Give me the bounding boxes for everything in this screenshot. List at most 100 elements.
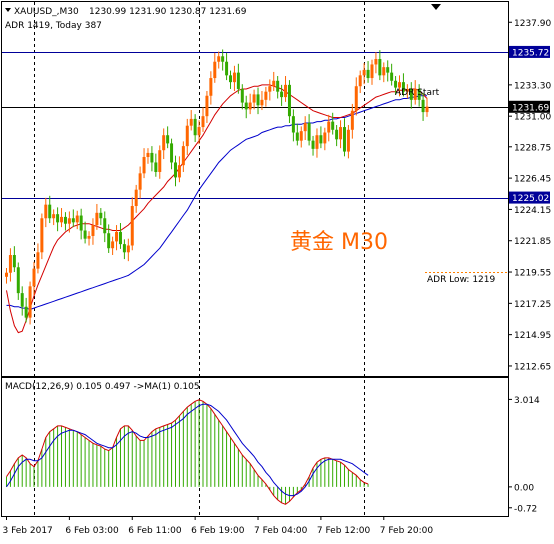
candle-body (394, 80, 398, 88)
candle-body (181, 146, 185, 166)
price-tick-label: 1231.00 (514, 113, 551, 123)
candle-body (67, 218, 71, 224)
time-label: 6 Feb 11:00 (128, 526, 182, 536)
candle-body (83, 230, 87, 239)
price-tag (509, 100, 550, 113)
candle-body (24, 306, 28, 318)
candle-body (48, 204, 52, 219)
candle-body (185, 125, 189, 147)
candle-body (413, 88, 417, 100)
candle-body (193, 118, 197, 136)
candle-body (398, 82, 401, 88)
ohlc-values: 1230.99 1231.90 1230.87 1231.69 (89, 7, 247, 17)
candle-body (240, 88, 244, 103)
candle-body (252, 94, 256, 103)
candle-body (158, 150, 162, 172)
price-tick-label: 1221.85 (514, 237, 551, 247)
candle-body (52, 214, 56, 219)
candle-body (75, 215, 79, 223)
price-tick-label: 1214.95 (514, 331, 551, 341)
candle-body (417, 88, 421, 100)
candle-body (382, 67, 386, 76)
candle-body (28, 286, 32, 318)
candle-body (79, 215, 83, 231)
candle-body (256, 94, 260, 106)
dropdown-arrow-icon[interactable] (5, 8, 11, 12)
candle-body (217, 56, 221, 62)
candle-body (20, 293, 24, 307)
candle-body (60, 216, 64, 223)
candle-body (5, 272, 8, 277)
candle-body (405, 88, 409, 92)
candle-body (280, 91, 284, 98)
time-label: 7 Feb 12:00 (317, 526, 371, 536)
price-tag (509, 45, 550, 58)
candle-body (409, 88, 413, 100)
price-tag-label: 1231.69 (512, 103, 549, 113)
candle-body (16, 267, 20, 294)
candle-body (346, 129, 350, 152)
adr-start-label: ADR Start (395, 88, 440, 98)
gold-m30-label: 黄金 M30 (290, 230, 388, 255)
candle-body (118, 231, 122, 245)
macd-indicator (6, 399, 369, 505)
macd-label: MACD(12,26,9) 0.105 0.497 ->MA(1) 0.105 (5, 382, 200, 392)
macd-axis-ticks: 3.014 0.00 -0.72 (508, 396, 540, 514)
candle-body (189, 118, 193, 126)
candle-body (362, 69, 366, 76)
candle-body (331, 121, 335, 130)
candle-body (201, 116, 205, 128)
candle-body (335, 129, 339, 140)
candle-body (173, 162, 177, 178)
macd-line (6, 399, 369, 505)
shift-marker-icon[interactable] (431, 4, 441, 10)
candle-body (327, 121, 331, 133)
candle-body (366, 69, 370, 79)
price-tick-label: 1224.15 (514, 206, 551, 216)
candle-body (8, 255, 12, 273)
candle-body (36, 252, 40, 269)
candle-body (150, 152, 154, 163)
time-label: 7 Feb 04:00 (254, 526, 308, 536)
candle-body (390, 72, 394, 81)
candle-body (307, 122, 311, 141)
candle-body (225, 61, 229, 76)
candle-body (71, 218, 75, 223)
candle-body (91, 225, 95, 236)
time-label: 7 Feb 20:00 (380, 526, 434, 536)
candle-body (122, 244, 126, 253)
candle-body (244, 102, 248, 110)
symbol-label: XAUUSD_,M30 (14, 7, 79, 17)
candle-body (236, 72, 240, 89)
candle-body (276, 80, 280, 92)
candle-body (295, 132, 299, 141)
candle-body (40, 218, 44, 253)
macd-tick-label: -0.72 (514, 504, 537, 514)
candle-body (142, 157, 146, 174)
candle-body (197, 127, 201, 136)
candle-body (126, 245, 130, 253)
candle-body (63, 216, 67, 224)
candle-body (421, 99, 425, 113)
candle-body (303, 122, 307, 132)
candle-body (248, 102, 252, 110)
candle-body (386, 67, 390, 73)
adr-low-label: ADR Low: 1219 (427, 275, 496, 285)
ma-slow-line (6, 95, 427, 311)
candle-body (315, 135, 319, 149)
price-tick-label: 1212.65 (514, 362, 551, 372)
candle-body (111, 241, 115, 249)
candle-body (232, 72, 236, 83)
candle-body (284, 84, 288, 98)
candle-body (95, 212, 99, 226)
candle-body (425, 106, 429, 113)
candle-body (103, 218, 107, 234)
price-panel (1, 1, 509, 377)
candle-body (350, 110, 354, 130)
candle-body (138, 173, 142, 190)
adr-info: ADR 1419, Today 387 (5, 21, 102, 31)
candle-body (401, 82, 405, 92)
price-tick-label: 1233.30 (514, 81, 551, 91)
